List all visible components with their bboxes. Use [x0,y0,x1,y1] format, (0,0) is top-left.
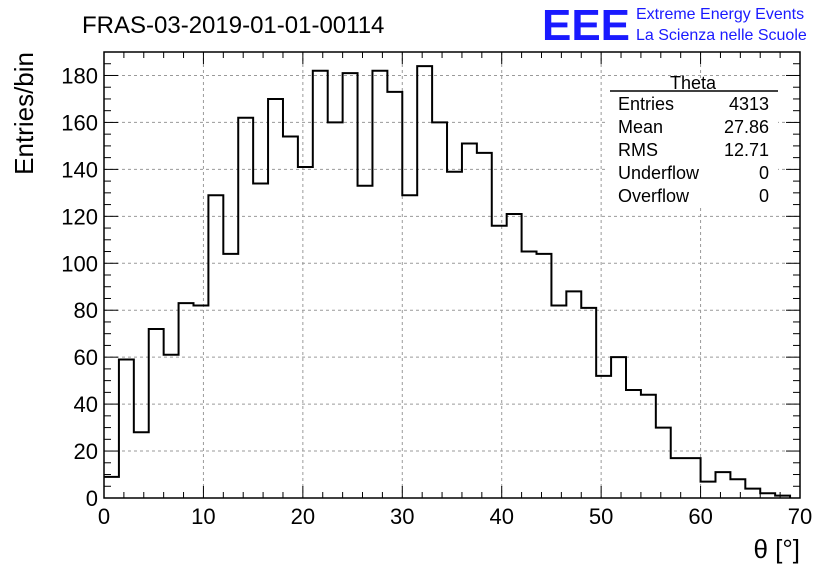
stats-row-value: 0 [759,163,769,183]
histogram-bin [149,329,164,498]
histogram-bin [641,395,656,498]
histogram-bin [119,360,134,498]
histogram-bin [626,390,641,498]
eee-logo: EEE [542,1,630,50]
histogram-bin [417,66,432,498]
histogram-bin [686,458,701,498]
histogram-bin [581,308,596,498]
histogram-bin [507,214,522,498]
histogram-bin [208,195,223,498]
histogram-bars [104,65,792,498]
histogram-bin [492,226,507,498]
histogram-bin [596,376,611,498]
stats-title: Theta [670,73,717,93]
histogram-bin [343,73,358,498]
histogram-bin [238,118,253,498]
grid-lines [104,52,800,498]
logo-line-2: La Scienza nelle Scuole [636,27,807,44]
histogram-bin [745,489,760,498]
logo-line-1: Extreme Energy Events [636,6,804,23]
y-tick-label: 160 [61,110,98,135]
stats-row-value: 0 [759,186,769,206]
histogram-bin [537,254,552,498]
x-tick-label: 20 [291,504,315,529]
histogram-outline [104,65,792,498]
histogram-bin [671,458,686,498]
chart-title: FRAS-03-2019-01-01-00114 [82,12,384,39]
stats-row-value: 12.71 [724,140,769,160]
x-tick-label: 0 [98,504,110,529]
histogram-bin [402,195,417,498]
y-tick-label: 60 [74,345,98,370]
y-tick-label: 120 [61,204,98,229]
histogram-bin [104,477,119,498]
y-tick-label: 180 [61,63,98,88]
stats-row-value: 4313 [729,94,769,114]
stats-row-label: Mean [618,117,663,137]
histogram-bin [566,291,581,498]
y-axis-label: Entries/bin [9,52,39,175]
histogram-bin [656,428,671,498]
histogram-bin [551,306,566,498]
x-axis-label: θ [°] [753,534,800,564]
stats-row-value: 27.86 [724,117,769,137]
histogram-bin [611,357,626,498]
histogram-bin [134,432,149,498]
histogram-bin [179,303,194,498]
x-tick-label: 30 [390,504,414,529]
tick-labels: 0 10 20 30 40 50 60 70 0 20 40 60 80 100 120 140 160 180 [61,63,812,529]
x-tick-label: 50 [589,504,613,529]
histogram-bin [715,472,730,498]
histogram-bin [268,99,283,498]
histogram-bin [283,137,298,498]
stats-row-label: Underflow [618,163,700,183]
x-tick-label: 60 [688,504,712,529]
y-tick-label: 40 [74,392,98,417]
stats-row-label: Entries [618,94,674,114]
plot-frame [103,51,801,499]
y-tick-label: 20 [74,439,98,464]
histogram-bin [701,482,716,498]
stats-row-label: Overflow [618,186,690,206]
histogram-bin [730,479,745,498]
y-tick-label: 140 [61,157,98,182]
histogram-bin [313,71,328,498]
stats-row-label: RMS [618,140,658,160]
histogram-bin [223,254,238,498]
histogram-bin [372,71,387,498]
histogram-bin [477,153,492,498]
stats-box: Theta Entries 4313 Mean 27.86 RMS 12.71 Underf… [608,73,778,208]
y-tick-label: 80 [74,298,98,323]
histogram-bin [164,355,179,498]
histogram-bin [522,252,537,498]
x-tick-label: 70 [788,504,812,529]
histogram-bin [193,306,208,498]
histogram-bin [447,172,462,498]
y-tick-label: 0 [86,486,98,511]
y-tick-label: 100 [61,251,98,276]
histogram-bin [462,144,477,498]
x-tick-label: 10 [191,504,215,529]
x-tick-label: 40 [489,504,513,529]
histogram-bin [387,92,402,498]
